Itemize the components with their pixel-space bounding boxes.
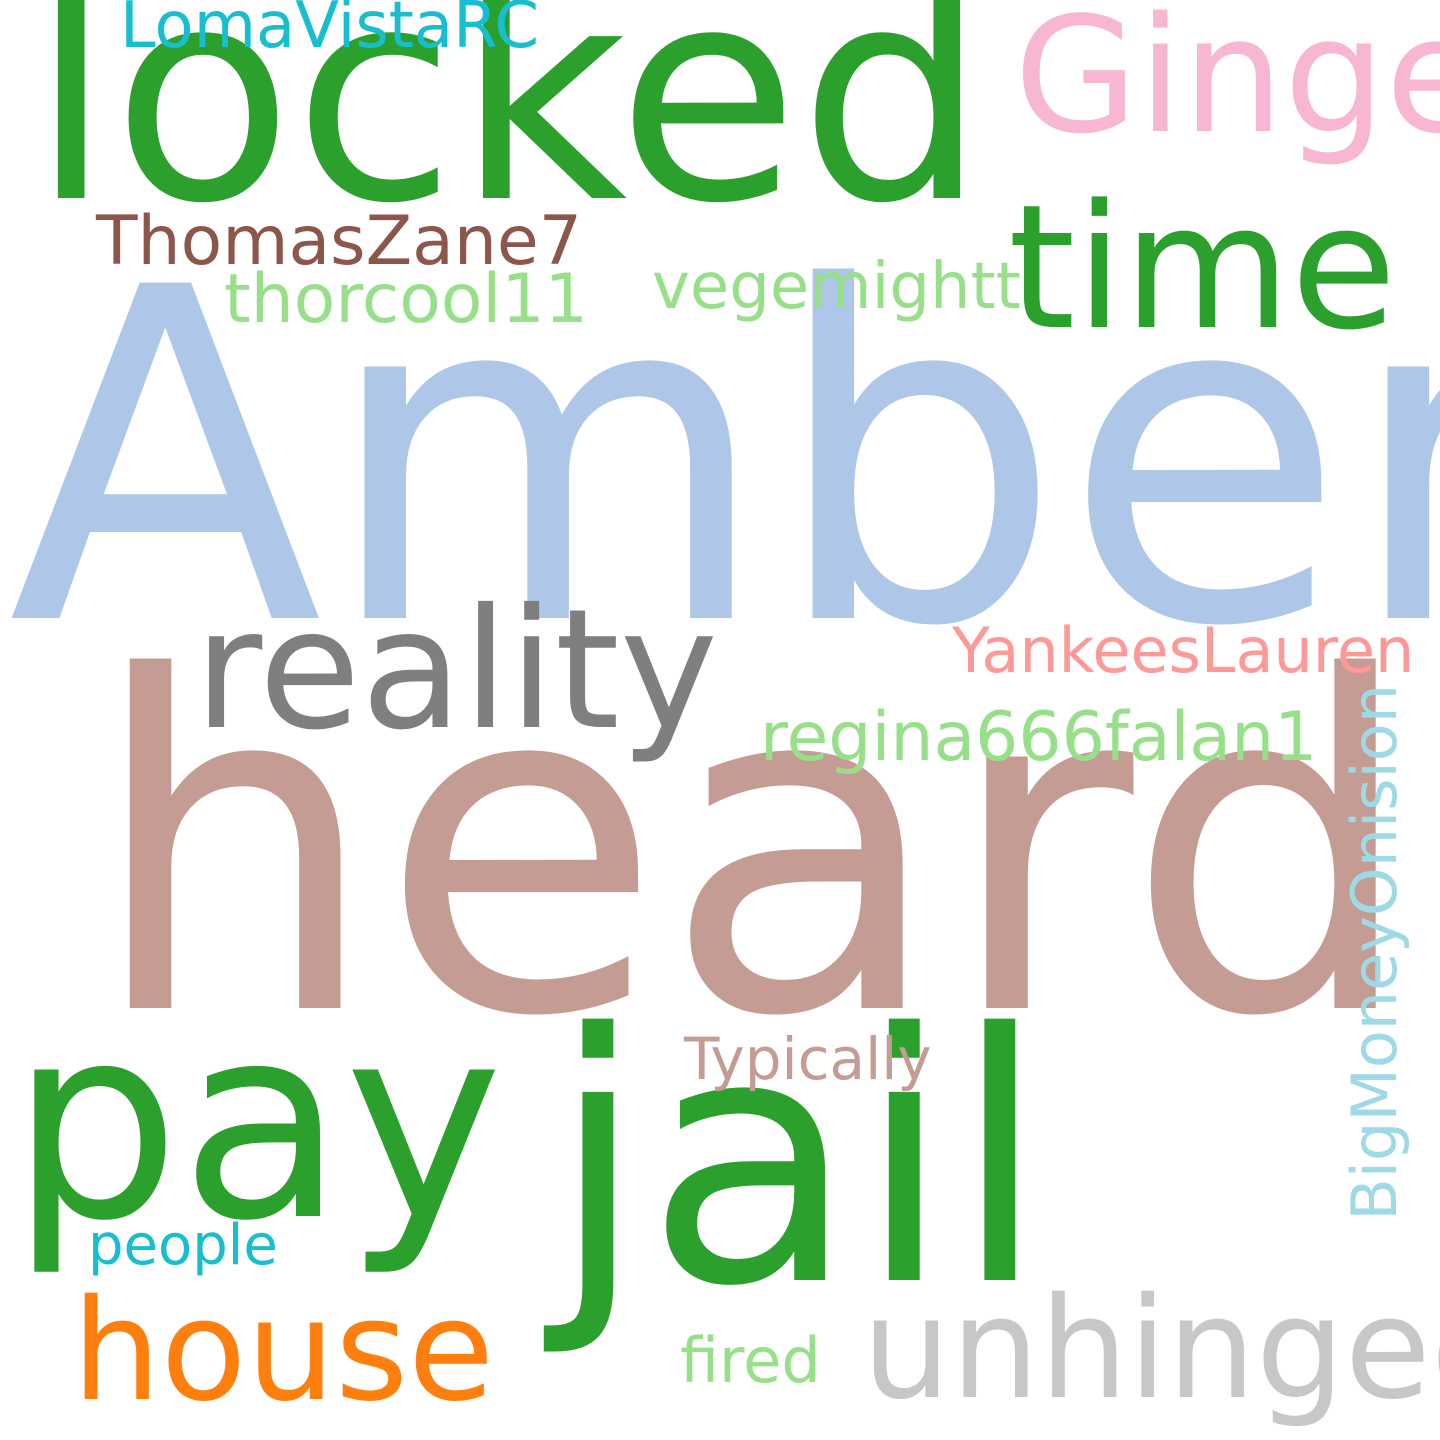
word-regina666falan1: regina666falan1 [760, 698, 1318, 777]
word-locked: locked [30, 0, 987, 268]
word-fired: fired [680, 1324, 821, 1397]
word-vegemightt: vegemightt [652, 250, 1021, 324]
word-yankeeslauren: YankeesLauren [952, 614, 1415, 687]
word-typically: Typically [684, 1025, 932, 1093]
word-lomavistarc: LomaVistaRC [120, 0, 540, 63]
word-unhinged: unhinged [862, 1268, 1440, 1431]
word-time: time [1008, 167, 1397, 368]
word-reality: reality [194, 574, 719, 767]
word-thomaszane7: ThomasZane7 [96, 202, 583, 281]
word-ginge: Ginge [1014, 0, 1440, 169]
word-people: people [88, 1213, 278, 1278]
word-pay: pay [10, 968, 503, 1280]
word-bigmoneyonision: BigMoneyOnision [1338, 684, 1411, 1221]
word-amber: Amber [8, 192, 1440, 727]
word-house: house [72, 1270, 495, 1433]
word-thorcool11: thorcool11 [224, 260, 588, 339]
word-heard: heard [88, 582, 1418, 1117]
word-jail: jail [550, 962, 1048, 1362]
